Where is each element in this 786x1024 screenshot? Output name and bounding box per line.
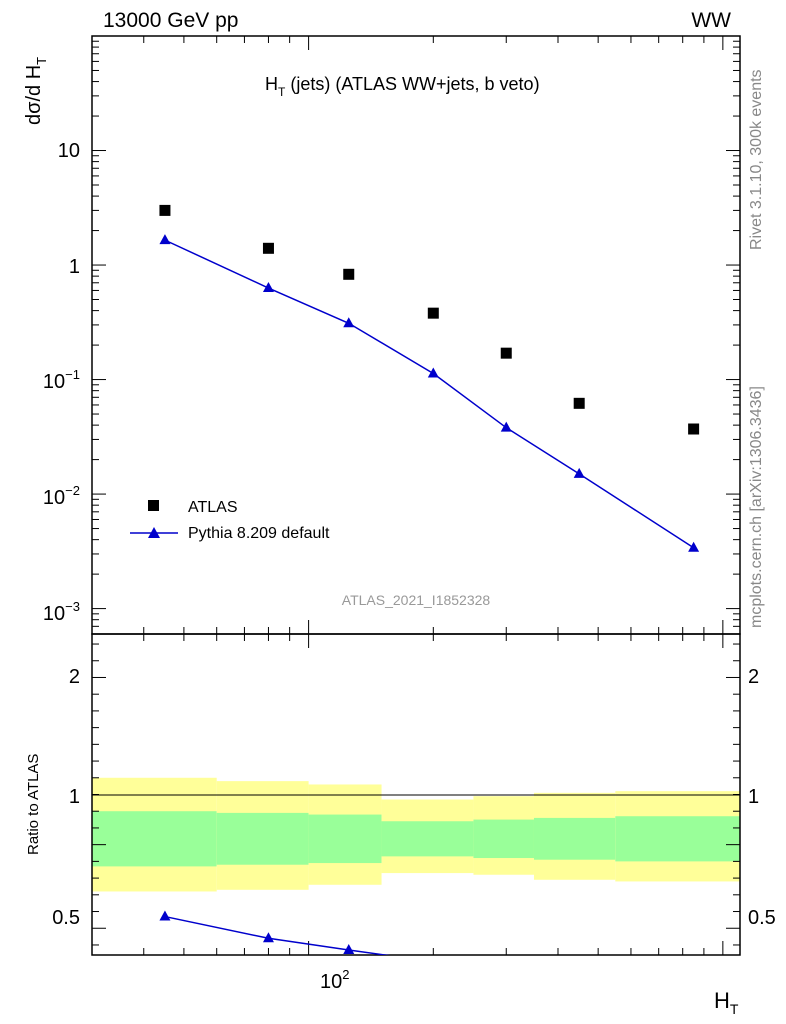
ratio-band-inner — [92, 811, 217, 867]
main-title: HT (jets) (ATLAS WW+jets, b veto) — [265, 74, 540, 99]
ratio-pythia-point — [501, 969, 512, 979]
ratio-ytick-0.5-right: 0.5 — [748, 907, 776, 929]
ratio-ytick-1: 1 — [69, 786, 80, 808]
ratio-ytick-2: 2 — [69, 666, 80, 688]
ratio-band-inner — [473, 819, 534, 859]
header-energy: 13000 GeV pp — [103, 9, 238, 32]
ratio-band-inner — [381, 821, 474, 857]
ratio-band-inner — [216, 812, 309, 865]
ratio-ytick-labels: 2 1 0.5 2 1 0.5 — [52, 666, 776, 929]
legend-pythia-label: Pythia 8.209 default — [188, 525, 330, 542]
xlabel: HT — [714, 988, 739, 1017]
header-process: WW — [691, 9, 731, 32]
pythia-point — [427, 367, 439, 378]
pythia-point — [688, 541, 700, 552]
pythia-point — [343, 317, 355, 328]
ratio-ytick-1-right: 1 — [748, 786, 759, 808]
rivet-version-label: Rivet 3.1.10, 300k events — [748, 69, 765, 250]
main-frame — [91, 35, 741, 635]
pythia-point — [573, 467, 585, 478]
main-title-sub: T — [278, 85, 286, 99]
pythia-point — [500, 421, 512, 432]
ytick-label-10: 10 — [58, 140, 80, 162]
ytick-label-0.1: 10−1 — [43, 367, 80, 393]
main-ylabel-main: dσ/d H — [23, 65, 45, 125]
mcplots-label: mcplots.cern.ch [arXiv:1306.3436] — [748, 386, 765, 628]
ytick-label-1: 1 — [69, 256, 80, 278]
ratio-pythia-line — [164, 915, 391, 955]
ratio-pythia-point — [343, 943, 355, 954]
atlas-point — [500, 347, 512, 359]
legend-pythia-marker — [148, 527, 160, 538]
legend: ATLAS Pythia 8.209 default — [130, 499, 330, 542]
analysis-id: ATLAS_2021_I1852328 — [342, 592, 491, 608]
ratio-pythia-point — [262, 932, 274, 943]
xlabel-sub: T — [730, 1001, 739, 1017]
pythia-line — [164, 239, 695, 549]
main-title-main: H — [265, 74, 278, 94]
ratio-ytick-2-right: 2 — [748, 666, 759, 688]
ratio-data-layer — [159, 910, 699, 1001]
ratio-pythia-point — [688, 991, 699, 1001]
ratio-bands — [92, 777, 740, 892]
atlas-point — [159, 204, 171, 216]
atlas-point — [688, 423, 700, 435]
pythia-point — [159, 234, 171, 245]
legend-atlas-marker — [148, 500, 159, 511]
main-ylabel: dσ/d HT — [23, 57, 49, 125]
xlabel-main: H — [714, 988, 730, 1013]
ratio-ylabel: Ratio to ATLAS — [25, 754, 42, 855]
legend-atlas-label: ATLAS — [188, 499, 238, 516]
main-ylabel-sub: T — [34, 57, 49, 65]
axis-ticks — [91, 35, 740, 955]
atlas-point — [427, 307, 439, 319]
ratio-pythia-point — [574, 966, 585, 976]
ratio-pythia-point — [159, 910, 171, 921]
atlas-point — [573, 397, 585, 409]
atlas-point — [343, 268, 355, 280]
ytick-label-0.001: 10−3 — [43, 599, 80, 625]
main-ytick-labels: 10 1 10−1 10−2 10−3 — [43, 140, 80, 625]
main-data-layer — [159, 204, 700, 552]
ratio-band-inner — [615, 816, 740, 862]
ytick-label-0.01: 10−2 — [43, 483, 80, 509]
xtick-label-100: 102 — [320, 967, 349, 993]
ratio-band-inner — [308, 814, 382, 864]
pythia-point — [262, 282, 274, 293]
main-title-rest: (jets) (ATLAS WW+jets, b veto) — [285, 74, 539, 94]
ratio-band-inner — [533, 817, 616, 860]
ratio-pythia-point — [428, 956, 439, 966]
atlas-point — [262, 242, 274, 254]
ratio-ytick-0.5: 0.5 — [52, 907, 80, 929]
